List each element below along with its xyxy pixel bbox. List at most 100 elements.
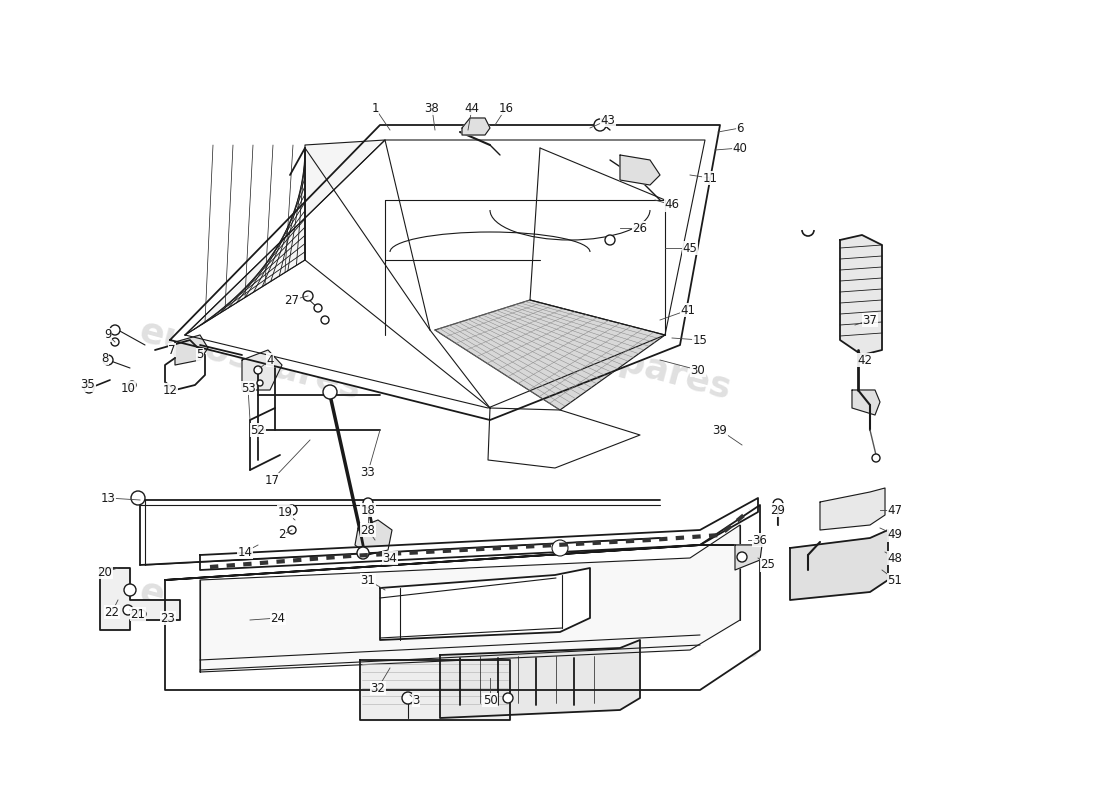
- Text: 36: 36: [752, 534, 768, 546]
- Text: 32: 32: [371, 682, 385, 694]
- Text: 16: 16: [498, 102, 514, 114]
- Circle shape: [257, 380, 263, 386]
- Text: 21: 21: [131, 607, 145, 621]
- Circle shape: [594, 119, 606, 131]
- Text: 2: 2: [278, 529, 286, 542]
- Polygon shape: [165, 505, 760, 580]
- Polygon shape: [200, 525, 740, 672]
- Text: eurospares: eurospares: [135, 574, 365, 666]
- Polygon shape: [185, 140, 385, 335]
- Text: 29: 29: [770, 503, 785, 517]
- Polygon shape: [155, 340, 205, 390]
- Text: 33: 33: [361, 466, 375, 478]
- Circle shape: [363, 498, 373, 508]
- Text: 38: 38: [425, 102, 439, 114]
- Text: 52: 52: [251, 423, 265, 437]
- Text: 46: 46: [664, 198, 680, 211]
- Polygon shape: [840, 235, 882, 355]
- Polygon shape: [790, 530, 888, 600]
- Text: 1: 1: [372, 102, 378, 114]
- Circle shape: [605, 235, 615, 245]
- Text: 27: 27: [285, 294, 299, 306]
- Polygon shape: [462, 118, 490, 135]
- Circle shape: [402, 692, 414, 704]
- Text: 7: 7: [168, 343, 176, 357]
- Polygon shape: [165, 545, 760, 690]
- Polygon shape: [355, 520, 392, 555]
- Polygon shape: [852, 390, 880, 415]
- Circle shape: [103, 355, 113, 365]
- Text: 11: 11: [703, 171, 717, 185]
- Text: 5: 5: [196, 349, 204, 362]
- Text: 34: 34: [383, 551, 397, 565]
- Text: 37: 37: [862, 314, 878, 326]
- Text: 9: 9: [104, 329, 112, 342]
- Text: 12: 12: [163, 383, 177, 397]
- Circle shape: [503, 693, 513, 703]
- Text: 4: 4: [266, 354, 274, 366]
- Text: eurospares: eurospares: [135, 314, 365, 406]
- Circle shape: [111, 338, 119, 346]
- Text: 24: 24: [271, 611, 286, 625]
- Text: 28: 28: [361, 523, 375, 537]
- Text: 22: 22: [104, 606, 120, 618]
- Text: 50: 50: [483, 694, 497, 706]
- Circle shape: [314, 304, 322, 312]
- Text: eurospares: eurospares: [505, 314, 735, 406]
- Text: 42: 42: [858, 354, 872, 366]
- Polygon shape: [379, 568, 590, 640]
- Circle shape: [110, 325, 120, 335]
- Polygon shape: [200, 498, 758, 570]
- Circle shape: [128, 381, 136, 389]
- Text: 20: 20: [98, 566, 112, 578]
- Text: 53: 53: [241, 382, 255, 394]
- Circle shape: [737, 552, 747, 562]
- Circle shape: [321, 316, 329, 324]
- Text: 14: 14: [238, 546, 253, 558]
- Text: 17: 17: [264, 474, 279, 486]
- Text: 41: 41: [681, 303, 695, 317]
- Circle shape: [288, 526, 296, 534]
- Text: 18: 18: [361, 503, 375, 517]
- Text: 26: 26: [632, 222, 648, 234]
- Text: 6: 6: [736, 122, 744, 134]
- Polygon shape: [170, 125, 720, 420]
- Text: 48: 48: [888, 551, 902, 565]
- Circle shape: [552, 540, 568, 556]
- Text: 19: 19: [277, 506, 293, 518]
- Circle shape: [131, 491, 145, 505]
- Polygon shape: [620, 155, 660, 185]
- Circle shape: [84, 383, 94, 393]
- Text: 30: 30: [691, 363, 705, 377]
- Polygon shape: [488, 408, 640, 468]
- Text: 45: 45: [683, 242, 697, 254]
- Text: 35: 35: [80, 378, 96, 391]
- Text: 8: 8: [101, 351, 109, 365]
- Polygon shape: [360, 660, 510, 720]
- Text: 31: 31: [361, 574, 375, 586]
- Polygon shape: [100, 568, 180, 630]
- Text: 47: 47: [888, 503, 902, 517]
- Circle shape: [872, 454, 880, 462]
- Circle shape: [302, 291, 313, 301]
- Circle shape: [287, 505, 297, 515]
- Text: eurospares: eurospares: [536, 574, 764, 666]
- Text: 44: 44: [464, 102, 480, 114]
- Text: 43: 43: [601, 114, 615, 126]
- Polygon shape: [175, 335, 208, 365]
- Polygon shape: [242, 350, 282, 390]
- Text: 49: 49: [888, 529, 902, 542]
- Text: 13: 13: [100, 491, 116, 505]
- Text: 40: 40: [733, 142, 747, 154]
- Polygon shape: [434, 300, 666, 410]
- Circle shape: [323, 385, 337, 399]
- Text: 39: 39: [713, 423, 727, 437]
- Text: 23: 23: [161, 611, 175, 625]
- Text: 51: 51: [888, 574, 902, 586]
- Polygon shape: [820, 488, 886, 530]
- Circle shape: [124, 584, 136, 596]
- Text: 15: 15: [693, 334, 707, 346]
- Polygon shape: [440, 640, 640, 718]
- Polygon shape: [735, 545, 762, 570]
- Text: 3: 3: [412, 694, 420, 706]
